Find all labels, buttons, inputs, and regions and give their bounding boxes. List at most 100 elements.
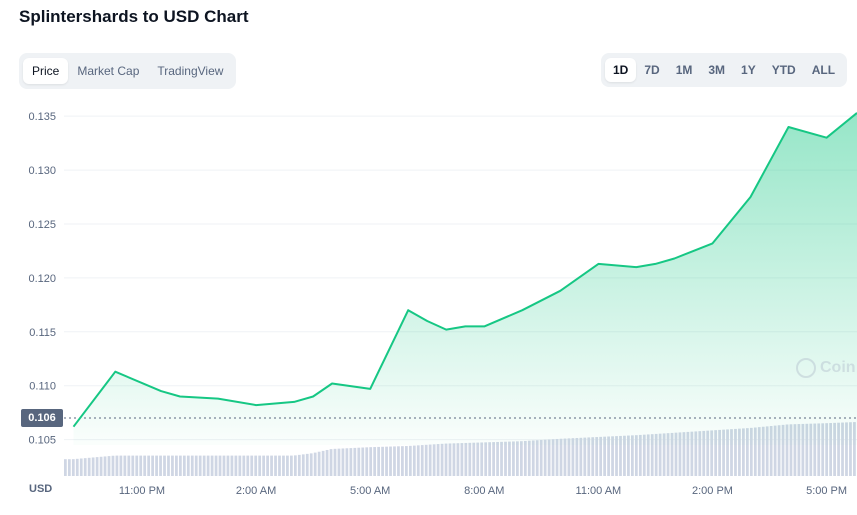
volume-bar [242,455,246,476]
price-line [72,112,857,428]
volume-bar [551,439,555,476]
x-tick-label: 11:00 AM [576,485,622,497]
volume-bar [127,455,131,476]
volume-bar [797,424,801,476]
volume-bar [559,438,563,476]
tab-range-ytd[interactable]: YTD [771,63,796,77]
volume-bar [123,455,127,476]
tab-range-1d[interactable]: 1D [605,58,637,82]
volume-bar [389,446,392,476]
volume-bar [369,447,373,476]
volume-bar [71,459,75,476]
volume-bar [516,441,519,476]
volume-bar [738,428,741,476]
volume-bar [615,436,618,476]
volume-bar [436,444,440,476]
volume-bar [789,424,793,476]
tab-range-all[interactable]: ALL [811,63,836,77]
volume-bar [456,443,460,476]
volume-bar [619,435,622,476]
volume-bar [674,432,678,476]
coin-logo-icon [796,358,816,378]
volume-bar [428,444,432,476]
x-tick-label: 5:00 AM [350,485,390,497]
volume-bar [646,434,650,476]
volume-bar [381,446,384,476]
volume-bar [182,455,186,476]
volume-bar [476,442,480,476]
volume-bar [650,434,654,476]
volume-bar [131,455,135,476]
volume-bar [325,449,329,476]
volume-bar [64,459,67,476]
volume-bar [519,441,523,476]
y-tick-label: 0.135 [28,111,56,123]
tab-tradingview[interactable]: TradingView [157,64,224,78]
volume-bar [682,432,686,476]
volume-bar [416,445,420,476]
volume-bar [230,455,234,476]
volume-bar [119,455,123,476]
volume-bar [135,455,139,476]
volume-bar [274,455,277,476]
volume-bar [837,422,840,476]
volume-bar [293,455,297,476]
volume-bar [730,429,733,476]
tab-market-cap[interactable]: Market Cap [77,64,140,78]
volume-bar [555,438,559,476]
volume-bar [726,429,729,476]
tab-range-7d[interactable]: 7D [644,63,660,77]
volume-bar [488,442,492,476]
volume-bar [777,425,781,476]
y-tick-label: 0.120 [28,273,56,285]
tab-range-3m[interactable]: 3M [708,63,726,77]
volume-bar [337,448,341,476]
volume-bar [801,423,805,476]
volume-bar [571,438,575,476]
x-axis: 11:00 PM 2:00 AM 5:00 AM 8:00 AM 11:00 AM 2:0… [119,485,847,497]
volume-bar [79,458,83,476]
y-tick-label: 0.105 [28,435,56,447]
volume-bar [686,431,690,476]
volume-bar [523,440,527,476]
volume-bar [666,433,670,476]
volume-bars [64,422,856,476]
volume-bar [305,453,309,476]
volume-bar [734,428,737,476]
tab-range-1y[interactable]: 1Y [741,63,756,77]
y-tick-label: 0.125 [28,219,56,231]
volume-bar [420,445,424,476]
tab-range-1m[interactable]: 1M [675,63,693,77]
volume-bar [714,430,718,476]
volume-bar [361,447,365,476]
volume-bar [630,435,634,476]
volume-bar [642,434,646,476]
volume-bar [833,422,836,476]
volume-bar [821,423,825,476]
volume-bar [464,442,468,476]
volume-bar [627,435,630,476]
volume-bar [694,431,698,476]
volume-bar [266,455,269,476]
volume-bar [234,455,238,476]
volume-bar [587,437,591,476]
volume-bar [539,439,543,476]
volume-bar [825,423,829,476]
volume-bar [159,455,162,476]
volume-bar [638,434,642,476]
y-tick-label: 0.110 [29,381,56,393]
volume-bar [365,447,369,476]
volume-bar [218,455,222,476]
volume-bar [91,457,95,476]
volume-bar [535,440,539,476]
volume-bar [468,442,472,476]
volume-bar [504,441,507,476]
volume-bar [155,455,158,476]
volume-bar [444,443,448,476]
volume-bar [357,447,361,476]
tab-price[interactable]: Price [23,58,69,84]
volume-bar [702,430,706,476]
volume-bar [749,427,753,476]
volume-bar [817,423,821,476]
